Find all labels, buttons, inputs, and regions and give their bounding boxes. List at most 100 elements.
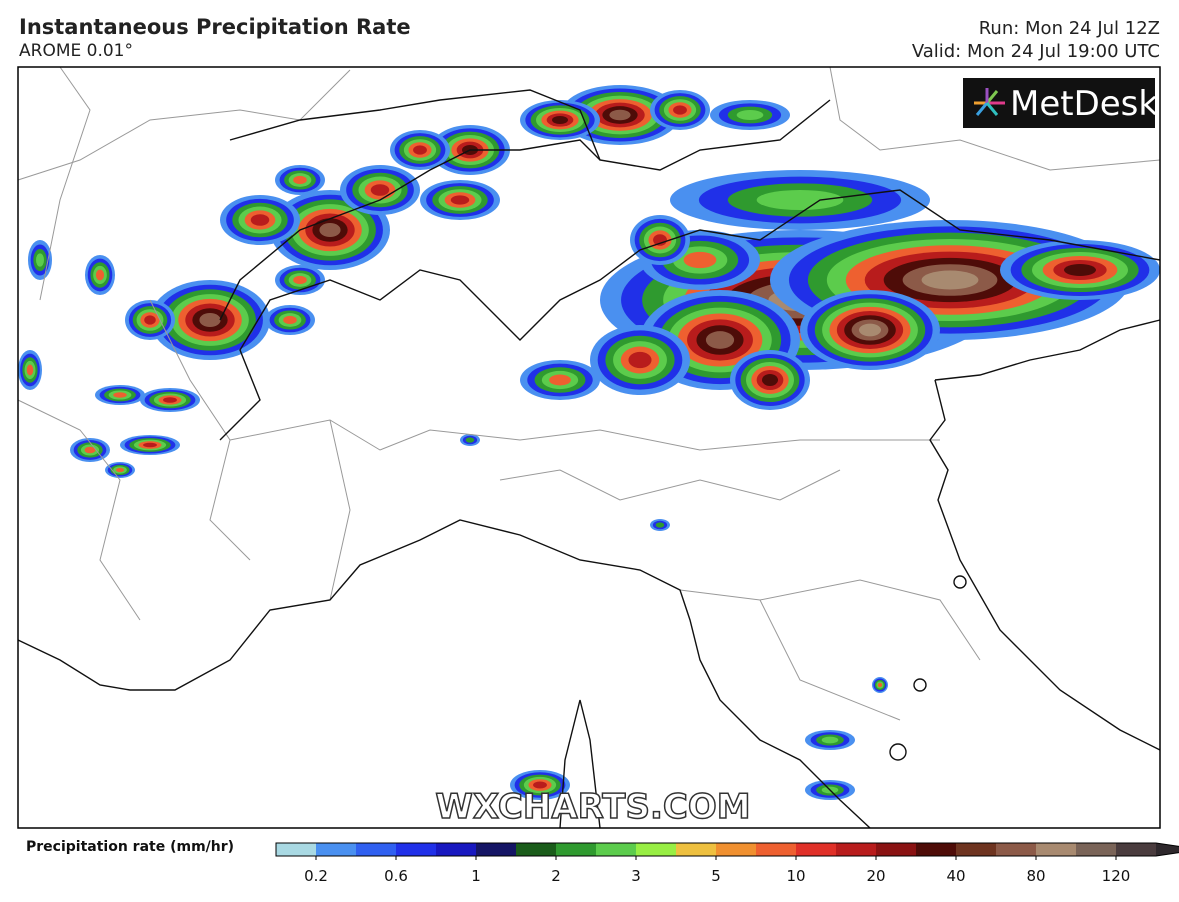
border: [679, 579, 981, 721]
colorbar-segment: [556, 843, 596, 856]
colorbar-segment: [476, 843, 516, 856]
logo-icon: [974, 88, 1005, 116]
colorbar-segment: [1116, 843, 1156, 856]
precip-cell: [756, 190, 844, 210]
precip-cell: [533, 781, 547, 789]
precip-cell: [115, 467, 125, 473]
precip-cell: [821, 736, 839, 744]
coast-and-national-borders: [17, 89, 1161, 829]
colorbar-tick-label: 3: [631, 867, 641, 885]
colorbar-segment: [716, 843, 756, 856]
colorbar-segment: [396, 843, 436, 856]
colorbar-tick-label: 40: [946, 867, 965, 885]
colorbar-segment: [636, 843, 676, 856]
colorbar-segment: [916, 843, 956, 856]
precip-cell: [705, 331, 735, 349]
border: [229, 89, 831, 171]
precip-cell: [683, 251, 717, 269]
colorbar-segment: [276, 843, 316, 856]
precip-cell: [609, 109, 631, 121]
precip-cell: [370, 184, 390, 196]
precip-cell: [293, 275, 307, 285]
border: [219, 189, 1161, 441]
map: MetDesk WXCHARTS.COM: [17, 66, 1161, 829]
colorbar-segment: [316, 843, 356, 856]
precip-cell: [95, 269, 105, 281]
colorbar-tick-label: 2: [551, 867, 561, 885]
precip-cell: [250, 214, 270, 226]
precip-cell: [673, 105, 687, 115]
precip-cell: [283, 315, 297, 325]
precip-cell: [736, 110, 764, 120]
border: [829, 66, 1161, 171]
map-frame: [17, 66, 1161, 829]
border: [219, 139, 601, 321]
colorbar-segment: [756, 843, 796, 856]
colorbar-label: Precipitation rate (mm/hr): [26, 839, 234, 855]
colorbar-segment: [796, 843, 836, 856]
precip-cell: [163, 397, 177, 403]
border: [329, 419, 841, 601]
precip-cell: [319, 222, 341, 238]
precip-cell: [858, 323, 882, 337]
border: [934, 319, 1161, 381]
precip-cell: [762, 374, 778, 386]
precip-cell: [36, 253, 44, 267]
logo-text: MetDesk: [1010, 84, 1158, 124]
colorbar-segment: [1036, 843, 1076, 856]
coastline: [929, 379, 1161, 751]
colorbar: 0.2 0.6 1 2 3 5 10 20 40 80 120: [275, 842, 1179, 885]
colorbar-tick-label: 0.2: [304, 867, 328, 885]
island: [889, 743, 907, 761]
colorbar-tick-label: 5: [711, 867, 721, 885]
island: [913, 678, 927, 692]
precip-cell: [26, 364, 34, 376]
colorbar-segment: [436, 843, 476, 856]
colorbar-segment: [956, 843, 996, 856]
colorbar-tick-label: 120: [1102, 867, 1131, 885]
colorbar-segment: [996, 843, 1036, 856]
precip-field: [18, 85, 1160, 800]
precip-cell: [293, 175, 307, 185]
colorbar-segment: [876, 843, 916, 856]
island: [953, 575, 967, 589]
colorbar-tick-label: 0.6: [384, 867, 408, 885]
colorbar-segment: [836, 843, 876, 856]
map-background: [18, 67, 1160, 828]
colorbar-extend-arrow: [1156, 843, 1179, 856]
precip-cell: [465, 437, 475, 443]
precip-cell: [921, 270, 979, 290]
subtitle: AROME 0.01°: [19, 41, 133, 61]
colorbar-segment: [516, 843, 556, 856]
watermark: WXCHARTS.COM: [435, 787, 750, 827]
borders: [17, 66, 1161, 721]
run-time: Run: Mon 24 Jul 12Z: [979, 18, 1160, 39]
colorbar-segment: [596, 843, 636, 856]
precip-cell: [413, 145, 427, 155]
coastline: [559, 699, 601, 829]
colorbar-tick-label: 1: [471, 867, 481, 885]
precip-cell: [552, 116, 568, 124]
precip-cell: [655, 522, 665, 528]
colorbar-segment: [1076, 843, 1116, 856]
colorbar-tick-label: 20: [866, 867, 885, 885]
border: [17, 399, 141, 621]
title: Instantaneous Precipitation Rate: [19, 15, 411, 39]
precip-cell: [1064, 264, 1096, 276]
colorbar-tick-label: 80: [1026, 867, 1045, 885]
precip-cell: [628, 351, 652, 369]
precip-cell: [549, 374, 571, 386]
colorbar-tick-label: 10: [786, 867, 805, 885]
precip-cell: [84, 446, 96, 454]
coastline: [17, 519, 871, 829]
precip-cell: [113, 392, 127, 398]
precip-cell: [199, 312, 221, 328]
colorbar-outline: [275, 842, 1179, 857]
colorbar-segment: [356, 843, 396, 856]
border: [229, 419, 940, 451]
valid-time: Valid: Mon 24 Jul 19:00 UTC: [912, 41, 1160, 62]
border: [17, 69, 351, 181]
colorbar-segment: [676, 843, 716, 856]
